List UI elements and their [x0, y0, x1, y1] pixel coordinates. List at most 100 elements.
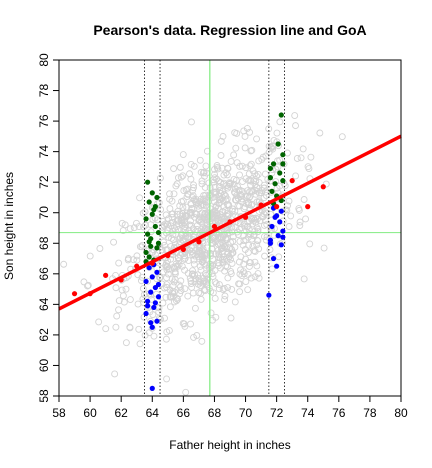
background-point: [189, 270, 197, 278]
background-point: [189, 267, 196, 275]
background-point: [322, 180, 330, 188]
background-point: [196, 156, 204, 164]
background-point: [253, 241, 261, 249]
background-point: [214, 259, 222, 267]
background-point: [84, 281, 92, 289]
background-point: [136, 340, 144, 348]
son-below-point: [154, 269, 160, 275]
background-point: [134, 300, 142, 308]
son-above-point: [267, 165, 274, 172]
background-point: [175, 261, 183, 269]
son-above-point: [280, 161, 286, 167]
background-point: [138, 273, 146, 281]
background-point: [200, 192, 208, 200]
background-point: [210, 188, 218, 196]
background-point: [253, 187, 261, 195]
y-tick-label: 76: [37, 114, 51, 128]
background-point: [197, 168, 205, 176]
son-above-point: [269, 188, 275, 194]
son-below-point: [146, 265, 152, 271]
background-point: [247, 160, 255, 168]
background-point: [193, 332, 201, 339]
background-point: [191, 213, 199, 221]
background-point: [119, 292, 127, 300]
background-point: [126, 225, 134, 233]
background-point: [191, 271, 199, 279]
background-point: [207, 309, 215, 317]
son-above-point: [155, 229, 162, 236]
background-point: [200, 201, 208, 209]
background-point: [171, 270, 179, 278]
background-point: [240, 237, 248, 245]
background-point: [230, 151, 238, 159]
y-tick-label: 80: [37, 53, 51, 67]
background-point: [260, 233, 268, 240]
son-above-point: [146, 199, 152, 205]
background-point: [224, 284, 232, 292]
background-point: [170, 263, 177, 271]
background-point: [275, 253, 283, 261]
background-point: [197, 218, 205, 226]
background-point: [110, 238, 118, 246]
background-point: [187, 320, 195, 328]
background-point: [168, 213, 176, 221]
background-point: [261, 216, 269, 224]
group-mean-point: [274, 204, 280, 210]
background-point: [227, 157, 235, 165]
background-point: [236, 237, 244, 245]
background-point: [187, 280, 195, 287]
background-point: [130, 256, 137, 264]
background-point: [163, 274, 171, 282]
background-point: [241, 133, 249, 140]
background-point: [170, 224, 178, 232]
background-point: [139, 209, 147, 217]
son-above-point: [145, 179, 151, 185]
background-point: [253, 262, 261, 270]
x-tick-label: 70: [239, 406, 253, 420]
background-point: [245, 241, 253, 249]
son-below-point: [151, 304, 157, 311]
son-below-point: [149, 385, 155, 391]
background-point: [149, 311, 157, 319]
background-point: [166, 195, 174, 203]
y-tick-label: 62: [37, 328, 51, 342]
background-point: [139, 285, 147, 293]
background-point: [118, 219, 126, 227]
background-point: [193, 250, 201, 258]
background-point: [191, 304, 199, 312]
background-point: [251, 170, 259, 178]
background-point: [207, 288, 215, 295]
background-point: [184, 185, 192, 193]
background-point: [267, 210, 275, 218]
background-point: [204, 213, 212, 221]
background-point: [243, 124, 251, 132]
background-point: [162, 335, 170, 343]
x-tick-label: 68: [208, 406, 222, 420]
background-point: [158, 246, 166, 254]
background-point: [226, 244, 234, 252]
background-point: [220, 284, 228, 292]
son-below-point: [280, 228, 286, 234]
background-point: [273, 129, 281, 137]
background-point: [248, 146, 256, 154]
background-point: [231, 243, 239, 251]
background-point: [253, 135, 261, 143]
background-point: [216, 196, 223, 204]
background-point: [212, 313, 220, 321]
x-axis-label: Father height in inches: [169, 438, 290, 452]
background-point: [136, 194, 144, 202]
background-point: [120, 298, 128, 306]
background-point: [296, 222, 304, 230]
background-point: [222, 169, 230, 177]
background-point: [287, 212, 295, 220]
background-point: [260, 194, 268, 202]
background-point: [139, 241, 146, 249]
background-point: [236, 171, 243, 179]
son-below-point: [275, 233, 281, 239]
background-point: [179, 203, 187, 211]
background-point: [169, 231, 177, 239]
group-mean-point: [227, 219, 233, 225]
background-point: [236, 288, 244, 296]
background-point: [150, 332, 158, 340]
background-point: [159, 268, 167, 276]
